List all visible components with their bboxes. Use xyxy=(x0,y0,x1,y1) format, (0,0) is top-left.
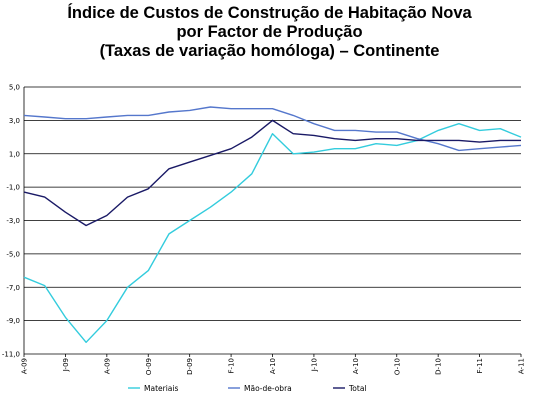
x-tick-label: F-10 xyxy=(228,358,236,373)
y-tick-label: 1,0 xyxy=(9,150,20,158)
x-tick-label: O-09 xyxy=(145,358,153,375)
chart-title: Índice de Custos de Construção de Habita… xyxy=(0,4,539,61)
legend: Materiais Mão-de-obra Total xyxy=(128,384,367,393)
series-line-materiais xyxy=(23,122,522,343)
x-tick-label: A-09 xyxy=(21,358,29,374)
x-tick-label: D-09 xyxy=(186,358,194,375)
y-tick-label: -9,0 xyxy=(6,317,20,325)
y-tick-label: 5,0 xyxy=(9,84,20,92)
x-tick-label: A-10 xyxy=(352,358,360,374)
x-axis-ticks: A-09 J-09 A-09 O-09 D-09 F-10 A-10 J-10 A-10 O-10… xyxy=(21,354,526,375)
y-tick-label: -3,0 xyxy=(6,217,20,225)
series-line-total xyxy=(23,119,521,227)
series-lines xyxy=(23,106,522,343)
x-tick-label: F-11 xyxy=(476,358,484,373)
legend-label: Mão-de-obra xyxy=(244,384,292,393)
chart-title-line-3: (Taxas de variação homóloga) – Continent… xyxy=(99,42,440,60)
legend-label: Total xyxy=(348,384,367,393)
series-line-mão-de-obra xyxy=(23,106,522,152)
y-axis-ticks: 5,0 3,0 1,0 -1,0 -3,0 -5,0 -7,0 -9,0 -11,0 xyxy=(2,84,20,359)
y-tick-label: -7,0 xyxy=(6,284,20,292)
y-tick-label: 3,0 xyxy=(9,117,20,125)
x-tick-label: D-10 xyxy=(435,358,443,375)
legend-label: Materiais xyxy=(144,384,178,393)
x-tick-label: O-10 xyxy=(393,358,401,375)
chart-title-line-2: por Factor de Produção xyxy=(176,23,363,41)
x-tick-label: A-09 xyxy=(103,358,111,374)
chart-title-line-1: Índice de Custos de Construção de Habita… xyxy=(67,4,472,22)
x-tick-label: J-09 xyxy=(62,358,70,372)
y-tick-label: -5,0 xyxy=(6,250,20,258)
x-tick-label: A-11 xyxy=(518,358,526,374)
y-tick-label: -11,0 xyxy=(2,351,20,359)
x-tick-label: A-10 xyxy=(269,358,277,374)
x-tick-label: J-10 xyxy=(310,358,318,372)
y-tick-label: -1,0 xyxy=(6,184,20,192)
